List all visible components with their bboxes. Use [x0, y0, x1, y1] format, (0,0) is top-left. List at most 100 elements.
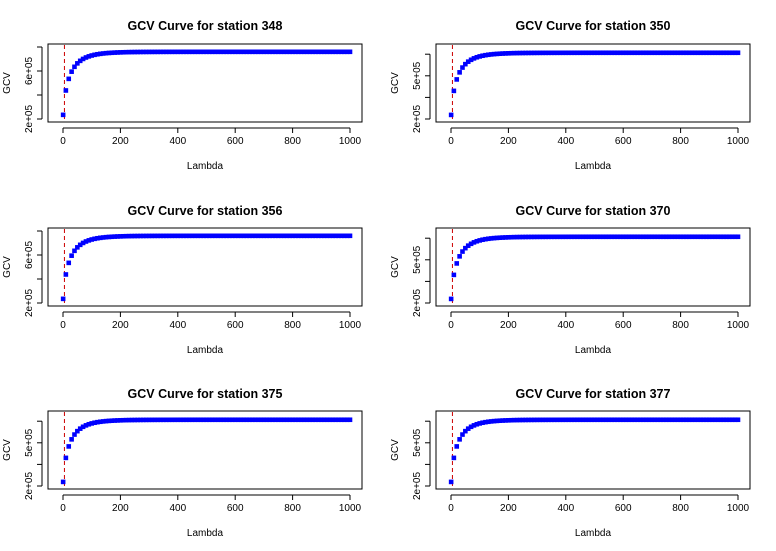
data-point: [715, 50, 721, 56]
data-point: [347, 49, 353, 55]
data-point: [293, 417, 298, 423]
data-point: [169, 49, 175, 55]
x-tick-label: 200: [112, 320, 129, 331]
data-point: [278, 417, 284, 423]
data-point: [192, 417, 198, 423]
data-point: [623, 234, 629, 240]
data-point: [552, 234, 557, 240]
data-point: [689, 50, 695, 56]
data-point: [609, 234, 615, 240]
data-point: [658, 234, 663, 240]
data-point: [215, 49, 221, 55]
data-point: [684, 50, 689, 56]
data-point: [471, 240, 477, 245]
data-point: [643, 50, 649, 56]
data-point: [195, 233, 201, 239]
data-point: [663, 234, 669, 240]
data-point: [324, 49, 330, 55]
data-point: [321, 233, 327, 239]
data-point: [270, 417, 275, 423]
data-point: [178, 417, 183, 423]
data-point: [707, 50, 712, 56]
data-point: [574, 417, 580, 423]
data-point: [209, 49, 215, 55]
data-point: [448, 296, 454, 302]
x-tick-label: 0: [448, 503, 454, 514]
data-point: [721, 417, 726, 423]
chart-title: GCV Curve for station 375: [128, 387, 283, 401]
data-point: [161, 233, 166, 239]
data-point: [77, 426, 83, 431]
x-tick-label: 400: [557, 136, 574, 147]
data-point: [497, 51, 503, 57]
data-point: [729, 417, 735, 423]
data-point: [569, 50, 574, 56]
data-point: [132, 49, 138, 55]
data-point: [89, 237, 94, 242]
data-point: [149, 49, 155, 55]
data-point: [454, 77, 460, 82]
data-point: [712, 417, 718, 423]
data-point: [635, 234, 640, 240]
data-point: [281, 49, 287, 55]
data-point: [80, 56, 86, 62]
data-point: [712, 50, 718, 56]
data-point: [227, 417, 232, 423]
data-point: [615, 50, 620, 56]
data-point: [278, 49, 284, 55]
data-point: [238, 233, 244, 239]
data-point: [123, 233, 129, 239]
data-point: [126, 417, 132, 423]
data-point: [529, 234, 534, 240]
data-point: [666, 50, 672, 56]
data-point: [60, 112, 66, 118]
data-point: [60, 479, 66, 485]
data-point: [152, 49, 158, 55]
data-point: [250, 417, 255, 423]
data-point: [307, 417, 313, 423]
data-point: [69, 253, 74, 258]
data-point: [457, 254, 462, 259]
data-point: [275, 233, 281, 239]
data-point: [534, 417, 540, 423]
data-point: [701, 417, 706, 423]
data-point: [66, 260, 72, 266]
data-point: [178, 49, 183, 55]
gcv-panel-1: GCV Curve for station 348 0 200 400 600 800 10…: [2, 19, 363, 172]
data-point: [224, 49, 229, 55]
data-point: [109, 234, 115, 240]
data-point: [247, 233, 252, 239]
data-point: [686, 50, 692, 56]
data-point: [161, 49, 166, 55]
data-point: [675, 417, 681, 423]
data-point: [327, 49, 333, 55]
data-point: [227, 233, 232, 239]
data-point: [549, 50, 554, 56]
data-point: [186, 233, 192, 239]
data-point: [686, 417, 692, 423]
data-point: [574, 234, 580, 240]
data-point: [626, 417, 632, 423]
data-point: [672, 417, 678, 423]
data-point: [181, 417, 186, 423]
data-point: [316, 417, 321, 423]
data-point: [327, 233, 333, 239]
data-point: [310, 233, 315, 239]
x-tick-label: 200: [500, 503, 517, 514]
data-point: [563, 417, 569, 423]
data-point: [724, 50, 729, 56]
data-point: [465, 243, 471, 248]
data-point: [592, 234, 597, 240]
data-point: [164, 233, 169, 239]
data-point: [669, 417, 675, 423]
data-point: [709, 50, 715, 56]
data-point: [255, 49, 261, 55]
x-tick-label: 1000: [727, 320, 750, 331]
data-point: [474, 54, 480, 60]
x-tick-label: 600: [615, 320, 632, 331]
data-point: [100, 51, 106, 56]
data-point: [75, 245, 80, 250]
x-tick-label: 1000: [339, 136, 362, 147]
data-point: [583, 50, 589, 56]
data-point: [296, 233, 301, 239]
